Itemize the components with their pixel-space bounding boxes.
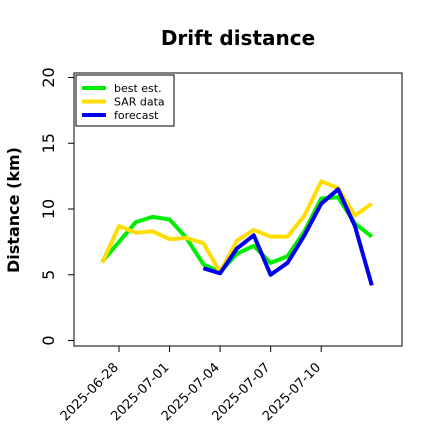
y-axis: 0 5 10 15 20 bbox=[39, 67, 74, 346]
y-axis-label: Distance (km) bbox=[4, 147, 23, 273]
legend-label: SAR data bbox=[114, 96, 165, 109]
y-tick-label: 0 bbox=[39, 335, 58, 345]
legend-label: forecast bbox=[114, 109, 159, 122]
series-line-1 bbox=[100, 179, 373, 275]
y-tick-label: 20 bbox=[39, 67, 58, 87]
chart-title: Drift distance bbox=[161, 26, 315, 50]
series-lines bbox=[100, 179, 374, 286]
y-tick-label: 5 bbox=[39, 270, 58, 280]
legend-label: best est. bbox=[114, 82, 162, 95]
y-tick-label: 10 bbox=[39, 199, 58, 219]
x-axis: 2025-06-282025-07-012025-07-042025-07-07… bbox=[58, 346, 324, 424]
series-line-0 bbox=[100, 195, 374, 275]
series-line-2 bbox=[202, 187, 374, 286]
y-tick-label: 15 bbox=[39, 133, 58, 153]
